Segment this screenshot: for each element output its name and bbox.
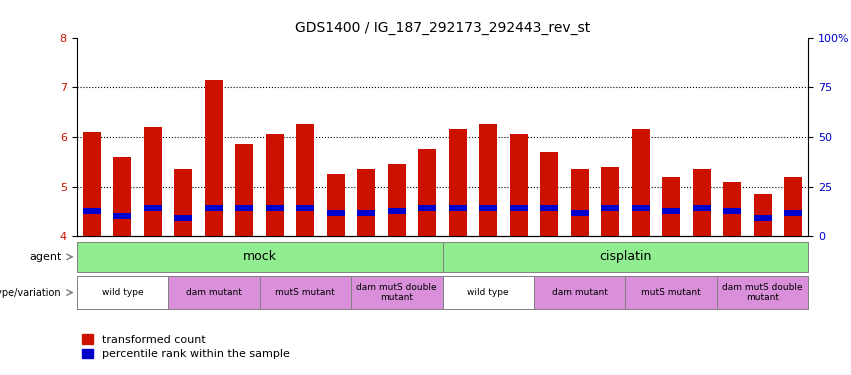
Bar [448,206,467,212]
Bar [448,129,467,236]
Bar [693,206,711,212]
Bar [113,213,131,219]
Bar [510,206,528,212]
Bar [357,210,375,216]
Bar [418,206,437,212]
Bar [260,276,351,309]
Bar [77,276,168,309]
Bar [753,194,772,236]
Text: dam mutant: dam mutant [551,288,608,297]
Bar [717,276,808,309]
Bar [540,206,558,212]
Bar [662,208,680,214]
Bar [693,169,711,236]
Bar [327,210,345,216]
Bar [662,177,680,236]
Bar [266,206,284,212]
Bar [784,177,802,236]
Text: dam mutS double
mutant: dam mutS double mutant [357,283,437,302]
Bar [168,276,260,309]
Bar [631,129,650,236]
Bar [534,276,625,309]
Text: agent: agent [29,252,61,262]
Bar [723,182,741,236]
Bar [443,276,534,309]
Text: wild type: wild type [101,288,143,297]
Bar [235,144,254,236]
Bar [144,206,162,212]
Text: mutS mutant: mutS mutant [276,288,335,297]
Legend: transformed count, percentile rank within the sample: transformed count, percentile rank withi… [83,334,290,359]
Bar [83,208,101,214]
Bar [296,124,314,236]
Bar [601,206,620,212]
Bar [357,169,375,236]
Text: cisplatin: cisplatin [599,251,652,263]
Bar [235,206,254,212]
Bar [631,206,650,212]
Text: dam mutant: dam mutant [186,288,242,297]
Text: mutS mutant: mutS mutant [642,288,701,297]
Bar [174,215,192,221]
Bar [510,134,528,236]
Bar [351,276,443,309]
Bar [327,174,345,236]
Bar [784,210,802,216]
Bar [204,80,223,236]
Bar [625,276,717,309]
Bar [540,152,558,236]
Bar [296,206,314,212]
Bar [443,242,808,272]
Bar [418,149,437,236]
Bar [723,208,741,214]
Bar [77,242,443,272]
Bar [144,127,162,236]
Bar [387,164,406,236]
Text: mock: mock [243,251,277,263]
Bar [113,157,131,236]
Bar [266,134,284,236]
Bar [174,169,192,236]
Bar [387,208,406,214]
Bar [83,132,101,236]
Title: GDS1400 / IG_187_292173_292443_rev_st: GDS1400 / IG_187_292173_292443_rev_st [295,21,590,35]
Text: dam mutS double
mutant: dam mutS double mutant [722,283,803,302]
Bar [753,215,772,221]
Text: genotype/variation: genotype/variation [0,288,61,297]
Bar [479,124,497,236]
Bar [601,166,620,236]
Bar [570,169,589,236]
Bar [479,206,497,212]
Bar [570,210,589,216]
Bar [204,206,223,212]
Text: wild type: wild type [467,288,509,297]
